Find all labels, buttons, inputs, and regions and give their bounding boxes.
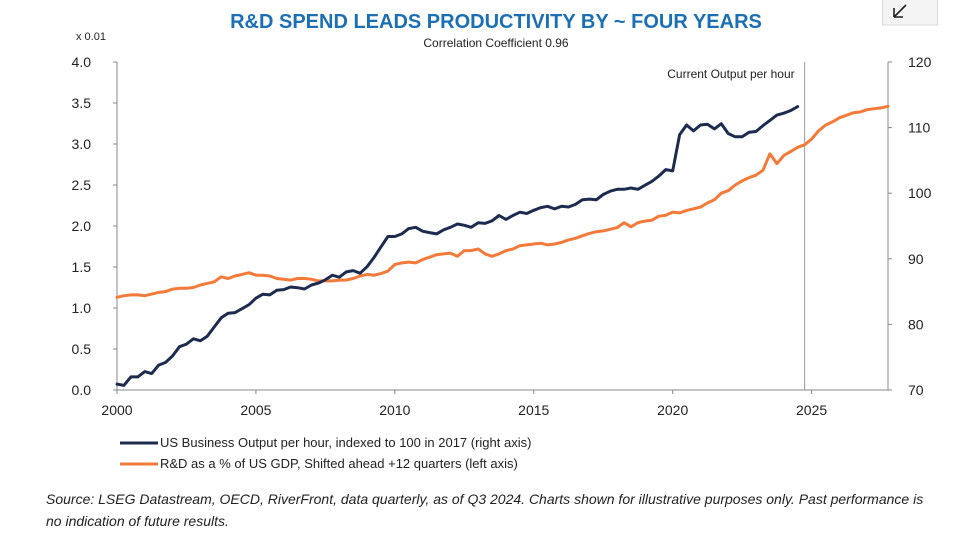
chart-title: R&D SPEND LEADS PRODUCTIVITY BY ~ FOUR Y… [230,11,762,33]
x-tick-label: 2005 [240,402,271,418]
series-layer [115,104,890,387]
series-line-rnd-gdp [115,104,890,299]
left-axis: 0.0 0.5 1.0 1.5 2.0 2.5 3.0 3.5 4.0 [72,54,118,398]
right-tick-label: 70 [908,382,924,398]
legend: US Business Output per hour, indexed to … [120,435,531,471]
left-tick-label: 4.0 [72,54,92,70]
x-axis: 2000 2005 2010 2015 2020 2025 [101,389,888,418]
right-axis: 70 80 90 100 110 120 [887,54,932,398]
legend-label-rnd: R&D as a % of US GDP, Shifted ahead +12 … [160,456,518,471]
legend-label-output: US Business Output per hour, indexed to … [160,435,531,450]
x-tick-label: 2025 [796,402,827,418]
left-tick-label: 0.5 [72,341,92,357]
x-tick-label: 2020 [657,402,688,418]
left-tick-label: 2.0 [72,218,92,234]
current-output-annotation: Current Output per hour [667,67,794,81]
left-tick-label: 2.5 [72,177,92,193]
right-tick-label: 120 [908,54,932,70]
right-tick-label: 100 [908,185,932,201]
left-tick-label: 0.0 [72,382,92,398]
left-tick-label: 1.0 [72,300,92,316]
left-tick-label: 3.0 [72,136,92,152]
source-note: Source: LSEG Datastream, OECD, RiverFron… [46,491,924,529]
right-tick-label: 90 [908,251,924,267]
right-tick-label: 110 [908,120,931,136]
right-tick-label: 80 [908,316,924,332]
chart-subtitle: Correlation Coefficient 0.96 [423,36,569,50]
x-tick-label: 2015 [518,402,549,418]
series-line-output-per-hour [115,105,800,387]
x-tick-label: 2000 [101,402,132,418]
open-in-new-icon[interactable] [882,0,938,26]
left-axis-unit-label: x 0.01 [76,31,106,43]
x-tick-label: 2010 [379,402,410,418]
left-tick-label: 1.5 [72,259,92,275]
left-tick-label: 3.5 [72,95,92,111]
